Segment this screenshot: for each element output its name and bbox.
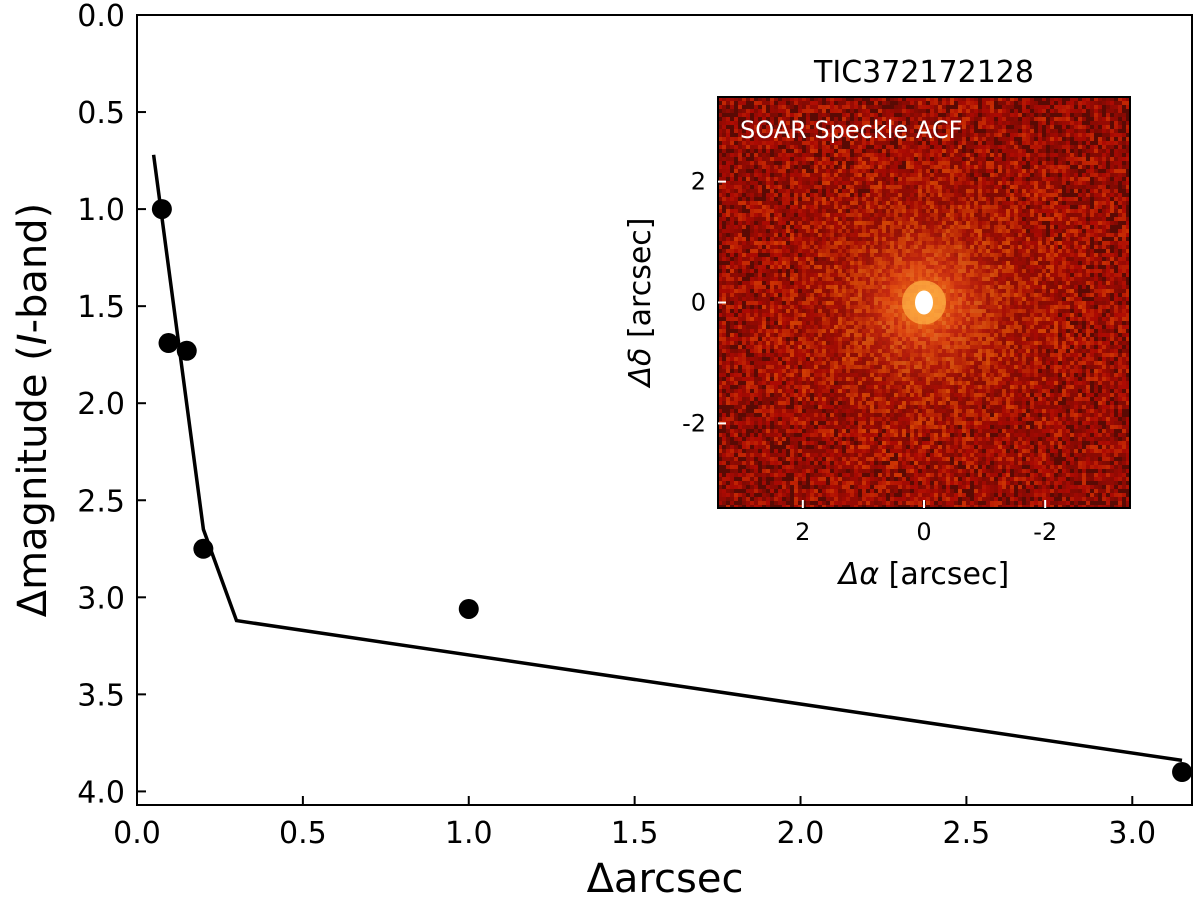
inset-x-tick-label: -2 (1033, 518, 1057, 546)
y-axis-title-prefix: Δmagnitude ( (10, 345, 56, 617)
inset-x-axis-title: Δα [arcsec] (837, 557, 1009, 592)
data-point (151, 199, 172, 220)
x-tick-label: 1.0 (445, 816, 493, 851)
speckle-acf-image (718, 97, 1130, 508)
inset-y-axis-title: Δδ [arcsec] (623, 218, 658, 389)
y-tick-label: 4.0 (77, 775, 125, 810)
y-axis-title-italic: I (10, 333, 56, 345)
y-axis-title: Δmagnitude (I-band) (10, 203, 56, 618)
data-point (158, 333, 179, 354)
x-axis-title: Δarcsec (587, 856, 744, 902)
data-point (176, 340, 197, 361)
acf-central-peak (915, 290, 933, 315)
inset-x-tick-label: 0 (916, 518, 931, 546)
x-tick-label: 2.0 (777, 816, 825, 851)
inset-y-axis-symbol: Δδ (623, 348, 658, 389)
inset-y-axis-unit: [arcsec] (623, 218, 658, 339)
inset-y-tick-label: -2 (682, 409, 706, 437)
inset-y-tick-label: 2 (691, 168, 706, 196)
x-tick-label: 3.0 (1108, 816, 1156, 851)
data-point (1172, 762, 1193, 783)
x-tick-label: 0.0 (113, 816, 161, 851)
y-tick-label: 3.0 (77, 581, 125, 616)
main-y-axis: 0.0 0.5 1.0 1.5 2.0 2.5 3.0 3.5 4.0 (77, 0, 146, 810)
x-tick-label: 2.5 (943, 816, 991, 851)
contrast-curve-line (151, 154, 1183, 763)
data-points (151, 199, 1193, 783)
x-tick-label: 1.5 (611, 816, 659, 851)
inset-y-tick-label: 0 (691, 289, 706, 317)
inset-x-axis-symbol: Δα (837, 557, 880, 592)
x-tick-label: 0.5 (279, 816, 327, 851)
y-tick-label: 0.5 (77, 96, 125, 131)
y-axis-title-suffix: -band) (10, 203, 56, 334)
inset-title: TIC372172128 (813, 55, 1034, 90)
main-plot-frame (136, 14, 1193, 806)
y-tick-label: 3.5 (77, 678, 125, 713)
inset-y-axis: 2 0 -2 (682, 168, 726, 437)
data-point (193, 538, 214, 559)
y-tick-label: 1.5 (77, 290, 125, 325)
main-plot: 0.0 0.5 1.0 1.5 2.0 2.5 3.0 0.0 0.5 1.0 1.5 2.0 2.5… (10, 0, 1193, 902)
main-x-axis: 0.0 0.5 1.0 1.5 2.0 2.5 3.0 (113, 796, 1156, 851)
y-tick-label: 2.0 (77, 387, 125, 422)
data-point (458, 598, 479, 619)
inset-x-tick-label: 2 (795, 518, 810, 546)
inset-annotation: SOAR Speckle ACF (740, 116, 962, 144)
y-tick-label: 0.0 (77, 0, 125, 34)
y-tick-label: 2.5 (77, 484, 125, 519)
inset-x-axis: 2 0 -2 (795, 500, 1057, 546)
y-tick-label: 1.0 (77, 193, 125, 228)
inset-x-axis-unit: [arcsec] (889, 557, 1010, 592)
inset-plot: 2 0 -2 20-2 TIC372172128 SOAR Speckle ACF … (623, 55, 1131, 592)
